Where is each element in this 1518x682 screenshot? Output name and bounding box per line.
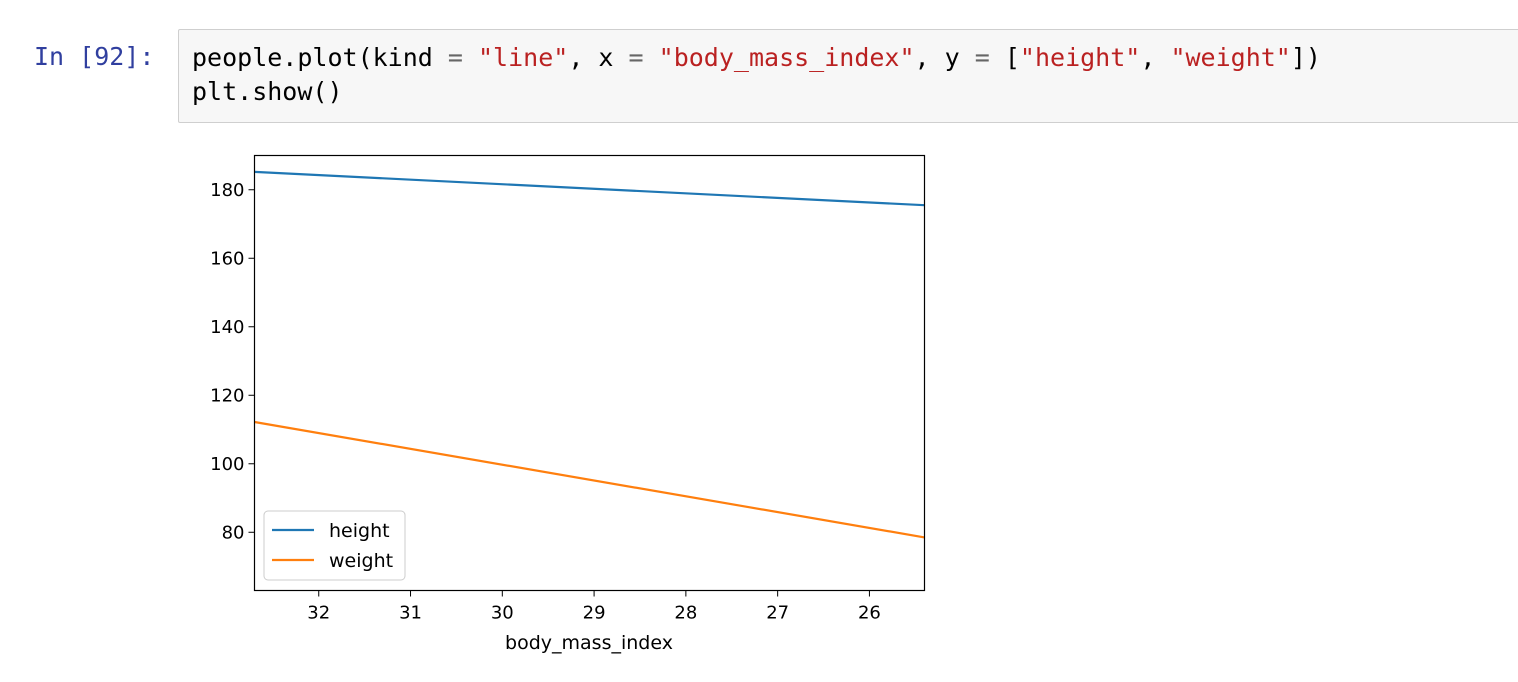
code-token: , y xyxy=(914,43,975,72)
code-token: = xyxy=(447,43,463,72)
series-layer xyxy=(254,170,925,539)
y-tick-label: 180 xyxy=(210,180,244,201)
code-token: , xyxy=(1140,43,1171,72)
code-token: ]) xyxy=(1290,43,1321,72)
code-cell-input[interactable]: people.plot(kind = "line", x = "body_mas… xyxy=(178,29,1518,123)
legend-label-weight: weight xyxy=(329,550,393,572)
x-tick-label: 29 xyxy=(583,603,606,624)
y-tick-label: 140 xyxy=(210,317,244,338)
y-tick-label: 160 xyxy=(210,248,244,269)
code-token: people.plot(kind xyxy=(192,43,448,72)
x-tick-label: 28 xyxy=(674,603,697,624)
code-token: = xyxy=(628,43,644,72)
cell-prompt: In [92]: xyxy=(34,42,155,71)
code-token: , x xyxy=(568,43,629,72)
y-tick-label: 100 xyxy=(210,454,244,475)
code-token: "height" xyxy=(1019,43,1141,72)
code-token: [ xyxy=(989,43,1020,72)
x-tick-label: 30 xyxy=(491,603,514,624)
x-tick-label: 31 xyxy=(399,603,422,624)
code-token: "body_mass_index" xyxy=(658,43,915,72)
legend-box xyxy=(263,510,406,581)
series-line-weight xyxy=(254,420,925,539)
x-axis-label: body_mass_index xyxy=(505,632,673,654)
series-line-height xyxy=(254,170,925,207)
legend: height weight xyxy=(263,510,406,581)
code-token: "weight" xyxy=(1170,43,1291,72)
y-tick-label: 80 xyxy=(222,522,245,543)
plot-frame xyxy=(253,154,926,592)
ticks-layer: 32 31 30 29 28 27 26 80 100 120 140 160 180 xyxy=(210,180,881,624)
y-tick-label: 120 xyxy=(210,385,244,406)
legend-label-height: height xyxy=(329,520,390,542)
x-tick-label: 27 xyxy=(766,603,789,624)
x-tick-label: 32 xyxy=(307,603,330,624)
code-line-2: plt.show() xyxy=(192,77,343,106)
code-editor[interactable]: people.plot(kind = "line", x = "body_mas… xyxy=(192,41,1321,109)
code-token: "line" xyxy=(478,43,569,72)
x-tick-label: 26 xyxy=(858,603,881,624)
code-token: = xyxy=(974,43,990,72)
